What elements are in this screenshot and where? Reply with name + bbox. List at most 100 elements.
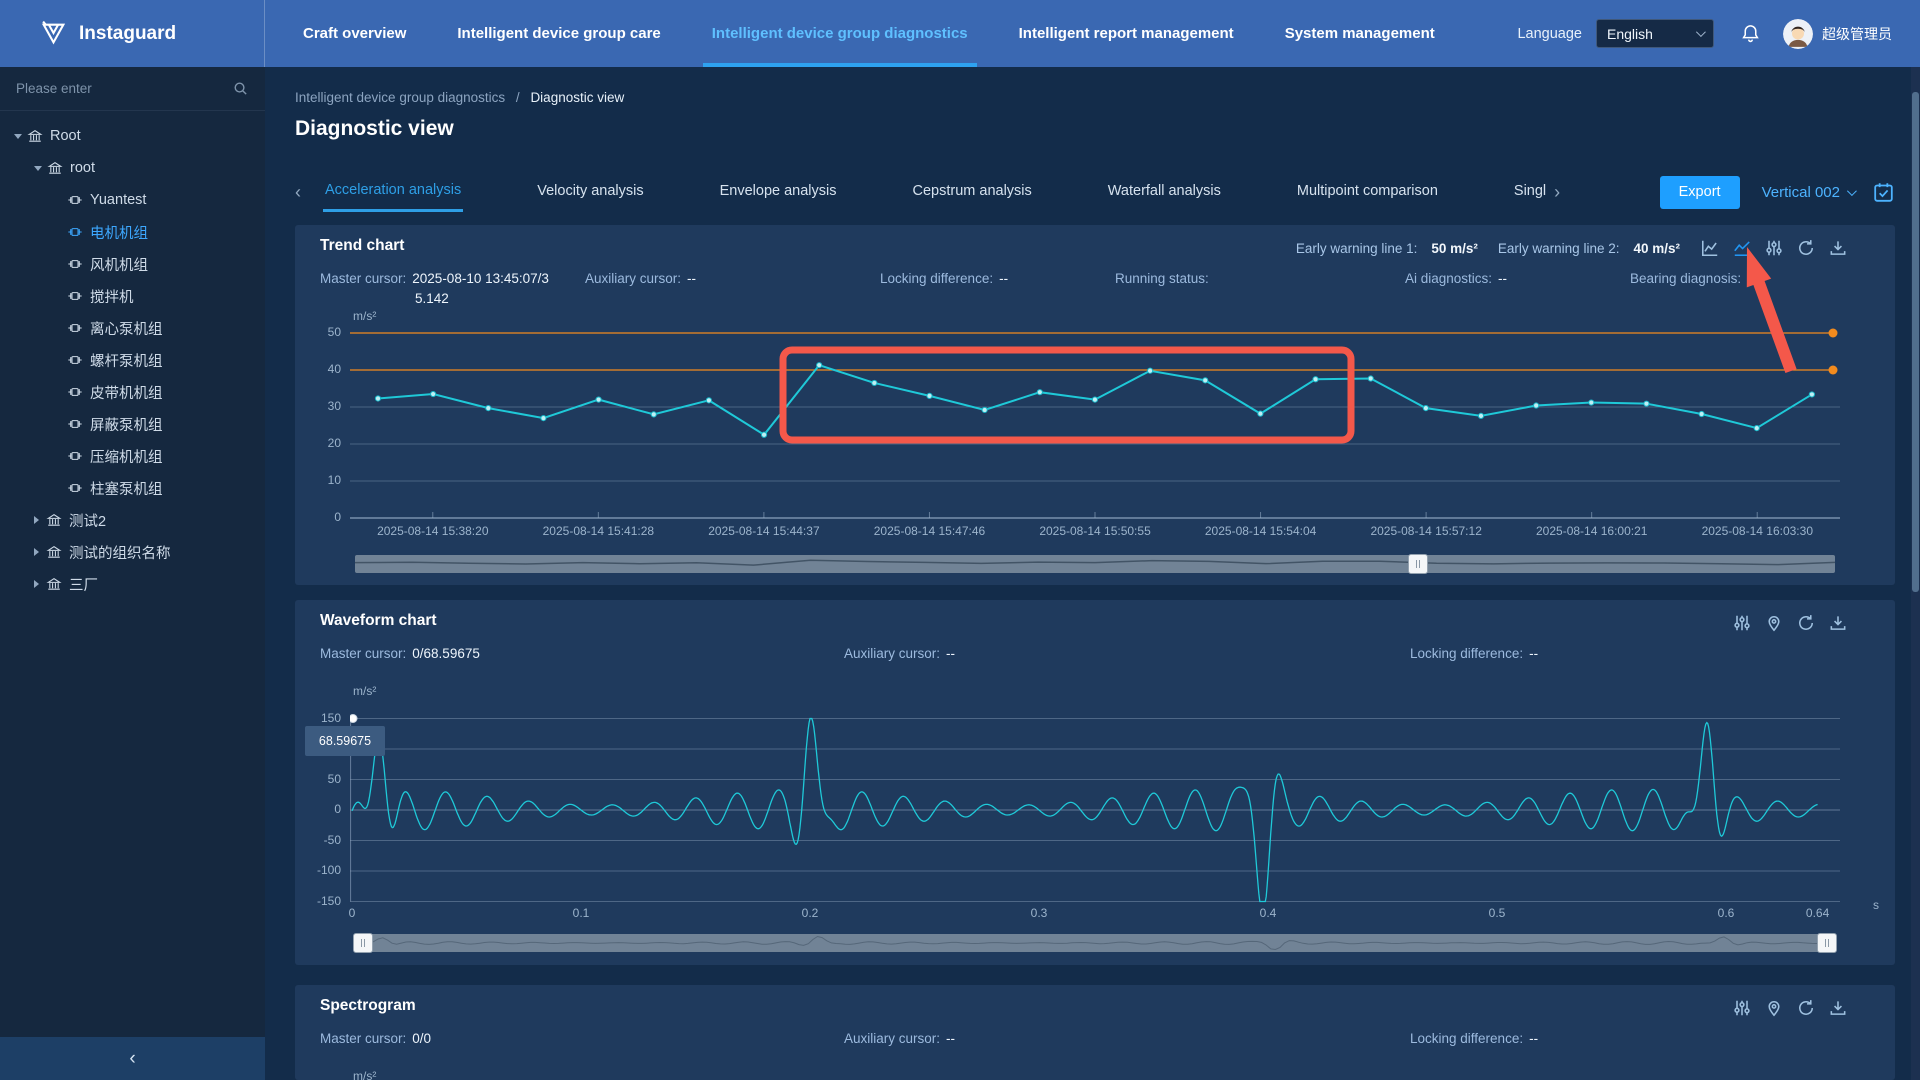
location-pin-icon[interactable] bbox=[1764, 613, 1784, 633]
cursor-field-mastercursor: Master cursor: 0/68.59675 bbox=[320, 646, 480, 661]
tree-item-device-7[interactable]: 螺杆泵机组 bbox=[0, 344, 265, 376]
trend-y-unit: m/s² bbox=[353, 309, 377, 323]
tree-caret-right-icon[interactable] bbox=[34, 548, 39, 556]
cursor-label: Running status: bbox=[1115, 271, 1209, 286]
download-icon[interactable] bbox=[1828, 238, 1848, 258]
nav-item-4[interactable]: Intelligent report management bbox=[1018, 25, 1234, 42]
language-label: Language bbox=[1517, 25, 1582, 42]
tree-caret-down-icon[interactable] bbox=[14, 133, 22, 139]
waveform-plot[interactable] bbox=[350, 710, 1840, 910]
search-input[interactable] bbox=[16, 81, 232, 96]
zoom-handle[interactable] bbox=[1408, 554, 1428, 574]
device-icon bbox=[68, 324, 82, 332]
tree-caret-right-icon[interactable] bbox=[34, 580, 39, 588]
device-icon bbox=[68, 260, 82, 268]
waveform-x-tick: 0.2 bbox=[801, 906, 819, 920]
tree-item-org-14[interactable]: 三厂 bbox=[0, 568, 265, 600]
page-scrollbar-thumb[interactable] bbox=[1912, 92, 1919, 592]
trend-x-tick: 2025-08-14 16:03:30 bbox=[1701, 524, 1813, 538]
tabs-scroll-right-icon[interactable]: › bbox=[1554, 181, 1561, 202]
trend-line-icon[interactable] bbox=[1732, 238, 1752, 258]
tune-sliders-icon[interactable] bbox=[1732, 998, 1752, 1018]
tree-item-device-5[interactable]: 搅拌机 bbox=[0, 280, 265, 312]
trend-x-tick: 2025-08-14 15:50:55 bbox=[1039, 524, 1151, 538]
device-icon bbox=[68, 484, 82, 492]
cursor-field-lockingdifference: Locking difference: -- bbox=[880, 271, 1008, 286]
device-icon bbox=[68, 292, 82, 300]
cursor-value: 0/68.59675 bbox=[412, 646, 480, 661]
tune-sliders-icon[interactable] bbox=[1764, 238, 1784, 258]
refresh-icon[interactable] bbox=[1796, 613, 1816, 633]
breadcrumb-parent[interactable]: Intelligent device group diagnostics bbox=[295, 90, 506, 105]
cursor-value: -- bbox=[999, 271, 1009, 286]
tree-item-label: 离心泵机组 bbox=[90, 321, 163, 338]
device-icon bbox=[68, 452, 82, 460]
tune-sliders-icon[interactable] bbox=[1732, 613, 1752, 633]
cursor-field-auxiliarycursor: Auxiliary cursor: -- bbox=[585, 271, 696, 286]
nav-item-5[interactable]: System management bbox=[1284, 25, 1435, 42]
search-icon[interactable] bbox=[232, 80, 249, 97]
cursor-value: -- bbox=[687, 271, 697, 286]
tree-item-label: 电机机组 bbox=[90, 225, 148, 242]
tree-item-device-6[interactable]: 离心泵机组 bbox=[0, 312, 265, 344]
tab-multipoint-comparison[interactable]: Multipoint comparison bbox=[1296, 183, 1438, 199]
tab-waterfall-analysis[interactable]: Waterfall analysis bbox=[1107, 183, 1221, 199]
organization-icon bbox=[46, 578, 62, 590]
tree-item-device-11[interactable]: 柱塞泵机组 bbox=[0, 472, 265, 504]
tree-item-device-10[interactable]: 压缩机机组 bbox=[0, 440, 265, 472]
user-avatar[interactable] bbox=[1783, 18, 1813, 49]
tab-singl[interactable]: Singl bbox=[1513, 183, 1547, 199]
tree-item-device-8[interactable]: 皮带机机组 bbox=[0, 376, 265, 408]
tab-cepstrum-analysis[interactable]: Cepstrum analysis bbox=[912, 183, 1032, 199]
chevron-down-icon bbox=[1846, 185, 1857, 196]
refresh-icon[interactable] bbox=[1796, 238, 1816, 258]
tree-item-device-3[interactable]: 电机机组 bbox=[0, 216, 265, 248]
download-icon[interactable] bbox=[1828, 613, 1848, 633]
tree-item-device-4[interactable]: 风机机组 bbox=[0, 248, 265, 280]
tree-item-org-0[interactable]: Root bbox=[0, 120, 265, 152]
tree-item-org-1[interactable]: root bbox=[0, 152, 265, 184]
cursor-value-line2: 5.142 bbox=[415, 291, 449, 306]
trend-y-tick: 20 bbox=[327, 436, 341, 450]
cursor-label: Ai diagnostics: bbox=[1405, 271, 1493, 286]
trend-chart-icon[interactable] bbox=[1700, 238, 1720, 258]
language-select[interactable]: English bbox=[1596, 19, 1714, 48]
tree-caret-down-icon[interactable] bbox=[34, 165, 42, 171]
cursor-field-aidiagnostics: Ai diagnostics: -- bbox=[1405, 271, 1507, 286]
tree-item-org-12[interactable]: 测试2 bbox=[0, 504, 265, 536]
trend-chart-plot[interactable] bbox=[350, 325, 1840, 535]
zoom-handle-right[interactable] bbox=[1817, 933, 1837, 953]
tab-envelope-analysis[interactable]: Envelope analysis bbox=[719, 183, 837, 199]
location-pin-icon[interactable] bbox=[1764, 998, 1784, 1018]
zoom-handle-left[interactable] bbox=[353, 933, 373, 953]
refresh-icon[interactable] bbox=[1796, 998, 1816, 1018]
tree-item-device-2[interactable]: Yuantest bbox=[0, 184, 265, 216]
point-selector-value: Vertical 002 bbox=[1761, 183, 1840, 201]
page-scrollbar[interactable] bbox=[1911, 67, 1920, 1080]
nav-item-3[interactable]: Intelligent device group diagnostics bbox=[702, 0, 977, 67]
trend-y-tick: 30 bbox=[327, 399, 341, 413]
cursor-value: 0/0 bbox=[412, 1031, 432, 1046]
cursor-value: -- bbox=[946, 1031, 956, 1046]
waveform-x-tick: 0.6 bbox=[1717, 906, 1735, 920]
tree-item-device-9[interactable]: 屏蔽泵机组 bbox=[0, 408, 265, 440]
calendar-check-icon[interactable] bbox=[1872, 181, 1895, 204]
sidebar-collapse-button[interactable]: ‹ bbox=[0, 1037, 265, 1080]
tree-item-label: 螺杆泵机组 bbox=[90, 353, 163, 370]
tree-item-label: 屏蔽泵机组 bbox=[90, 417, 163, 434]
tab-velocity-analysis[interactable]: Velocity analysis bbox=[537, 183, 644, 199]
notification-bell-icon[interactable] bbox=[1740, 23, 1761, 44]
download-icon[interactable] bbox=[1828, 998, 1848, 1018]
nav-item-2[interactable]: Intelligent device group care bbox=[457, 25, 661, 42]
page-title: Diagnostic view bbox=[295, 117, 454, 140]
tree-item-org-13[interactable]: 测试的组织名称 bbox=[0, 536, 265, 568]
measurement-point-selector[interactable]: Vertical 002 bbox=[1761, 183, 1857, 201]
export-button[interactable]: Export bbox=[1659, 175, 1740, 209]
tabs-scroll-left-icon[interactable]: ‹ bbox=[295, 181, 301, 202]
tab-acceleration-analysis[interactable]: Acceleration analysis bbox=[323, 173, 464, 212]
nav-item-1[interactable]: Craft overview bbox=[303, 25, 407, 42]
trend-zoom-scrollbar[interactable] bbox=[355, 554, 1835, 574]
waveform-zoom-scrollbar[interactable] bbox=[353, 933, 1837, 953]
waveform-x-tick: 0.3 bbox=[1030, 906, 1048, 920]
tree-caret-right-icon[interactable] bbox=[34, 516, 39, 524]
